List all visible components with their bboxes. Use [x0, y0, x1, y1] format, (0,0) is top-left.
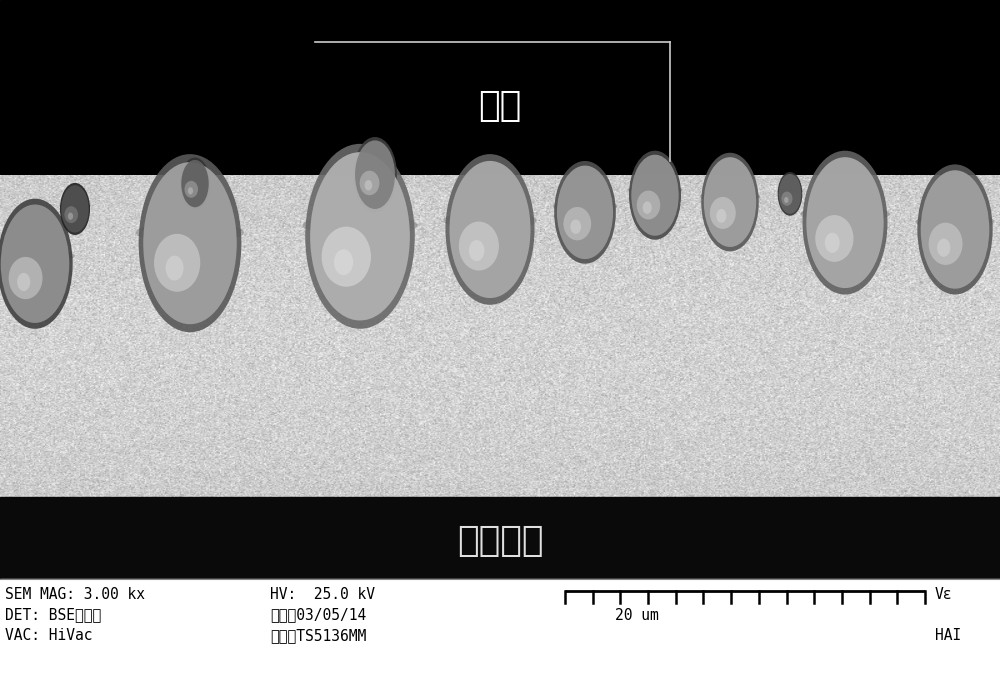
Ellipse shape — [355, 140, 395, 209]
Ellipse shape — [631, 155, 679, 236]
Ellipse shape — [929, 223, 963, 265]
Ellipse shape — [825, 233, 840, 253]
Ellipse shape — [443, 211, 537, 230]
Ellipse shape — [553, 200, 617, 212]
Bar — [0, 497, 1000, 579]
Ellipse shape — [700, 190, 760, 202]
Ellipse shape — [305, 144, 415, 329]
Ellipse shape — [64, 206, 78, 223]
Text: VAC: HiVac: VAC: HiVac — [5, 628, 92, 643]
Ellipse shape — [352, 166, 398, 175]
Ellipse shape — [806, 157, 884, 288]
Bar — [0, 0, 1000, 175]
Ellipse shape — [0, 248, 75, 264]
Ellipse shape — [701, 153, 759, 251]
Ellipse shape — [180, 158, 210, 210]
Ellipse shape — [563, 207, 591, 240]
Ellipse shape — [334, 249, 353, 275]
Ellipse shape — [365, 180, 372, 190]
Text: 20 um: 20 um — [615, 608, 659, 623]
Ellipse shape — [629, 151, 681, 240]
Text: HAI: HAI — [935, 628, 961, 643]
Text: 装置：TS5136MM: 装置：TS5136MM — [270, 628, 366, 643]
Ellipse shape — [917, 164, 993, 295]
Ellipse shape — [779, 174, 801, 214]
Ellipse shape — [800, 205, 890, 223]
Text: Vε: Vε — [935, 587, 952, 602]
Ellipse shape — [166, 256, 184, 281]
Ellipse shape — [322, 227, 371, 287]
Text: 玻璃基板: 玻璃基板 — [457, 524, 543, 558]
Ellipse shape — [716, 209, 726, 223]
Ellipse shape — [710, 197, 736, 229]
Ellipse shape — [554, 161, 616, 264]
Ellipse shape — [643, 201, 652, 214]
Ellipse shape — [136, 221, 244, 244]
Ellipse shape — [184, 181, 198, 198]
Text: 空气: 空气 — [478, 89, 522, 123]
Text: HV:  25.0 kV: HV: 25.0 kV — [270, 587, 375, 602]
Ellipse shape — [59, 203, 91, 209]
Ellipse shape — [784, 197, 788, 203]
Ellipse shape — [310, 152, 410, 321]
Ellipse shape — [181, 160, 209, 208]
Ellipse shape — [921, 171, 989, 288]
Text: 日期：03/05/14: 日期：03/05/14 — [270, 608, 366, 623]
Ellipse shape — [60, 183, 90, 235]
Ellipse shape — [139, 154, 241, 332]
Ellipse shape — [557, 166, 613, 259]
Ellipse shape — [469, 240, 484, 261]
Ellipse shape — [353, 137, 397, 212]
Ellipse shape — [9, 257, 43, 299]
Ellipse shape — [143, 162, 237, 324]
Ellipse shape — [179, 177, 211, 184]
Ellipse shape — [449, 161, 531, 298]
Ellipse shape — [68, 212, 73, 220]
Ellipse shape — [360, 171, 379, 195]
Ellipse shape — [570, 220, 581, 234]
Bar — [0, 579, 1000, 685]
Ellipse shape — [704, 157, 756, 247]
Ellipse shape — [154, 234, 200, 292]
Text: SEM MAG: 3.00 kx: SEM MAG: 3.00 kx — [5, 587, 145, 602]
Ellipse shape — [937, 238, 950, 257]
Ellipse shape — [188, 187, 193, 195]
Ellipse shape — [777, 188, 803, 194]
Ellipse shape — [17, 273, 30, 291]
Ellipse shape — [302, 214, 418, 237]
Text: DET: BSE检测器: DET: BSE检测器 — [5, 608, 101, 623]
Ellipse shape — [445, 154, 535, 305]
Ellipse shape — [459, 221, 499, 271]
Ellipse shape — [637, 190, 660, 219]
Ellipse shape — [1, 205, 69, 323]
Ellipse shape — [803, 151, 887, 295]
Ellipse shape — [915, 214, 995, 229]
Ellipse shape — [778, 172, 802, 216]
Ellipse shape — [815, 215, 853, 262]
Ellipse shape — [628, 184, 682, 195]
Ellipse shape — [781, 192, 792, 206]
Ellipse shape — [61, 185, 89, 233]
Ellipse shape — [0, 199, 73, 329]
